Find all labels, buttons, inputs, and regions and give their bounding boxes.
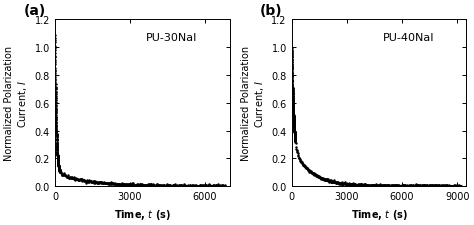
X-axis label: Time, $\mathbf{\mathit{t}}$ (s): Time, $\mathbf{\mathit{t}}$ (s) [350,207,408,221]
Text: (b): (b) [260,4,283,18]
Y-axis label: Normalized Polarization
Current, $I$: Normalized Polarization Current, $I$ [4,46,29,160]
Text: PU-30NaI: PU-30NaI [146,33,197,43]
Text: PU-40NaI: PU-40NaI [383,33,434,43]
Text: (a): (a) [24,4,46,18]
Y-axis label: Normalized Polarization
Current, $I$: Normalized Polarization Current, $I$ [241,46,266,160]
X-axis label: Time, $\mathbf{\mathit{t}}$ (s): Time, $\mathbf{\mathit{t}}$ (s) [114,207,171,221]
